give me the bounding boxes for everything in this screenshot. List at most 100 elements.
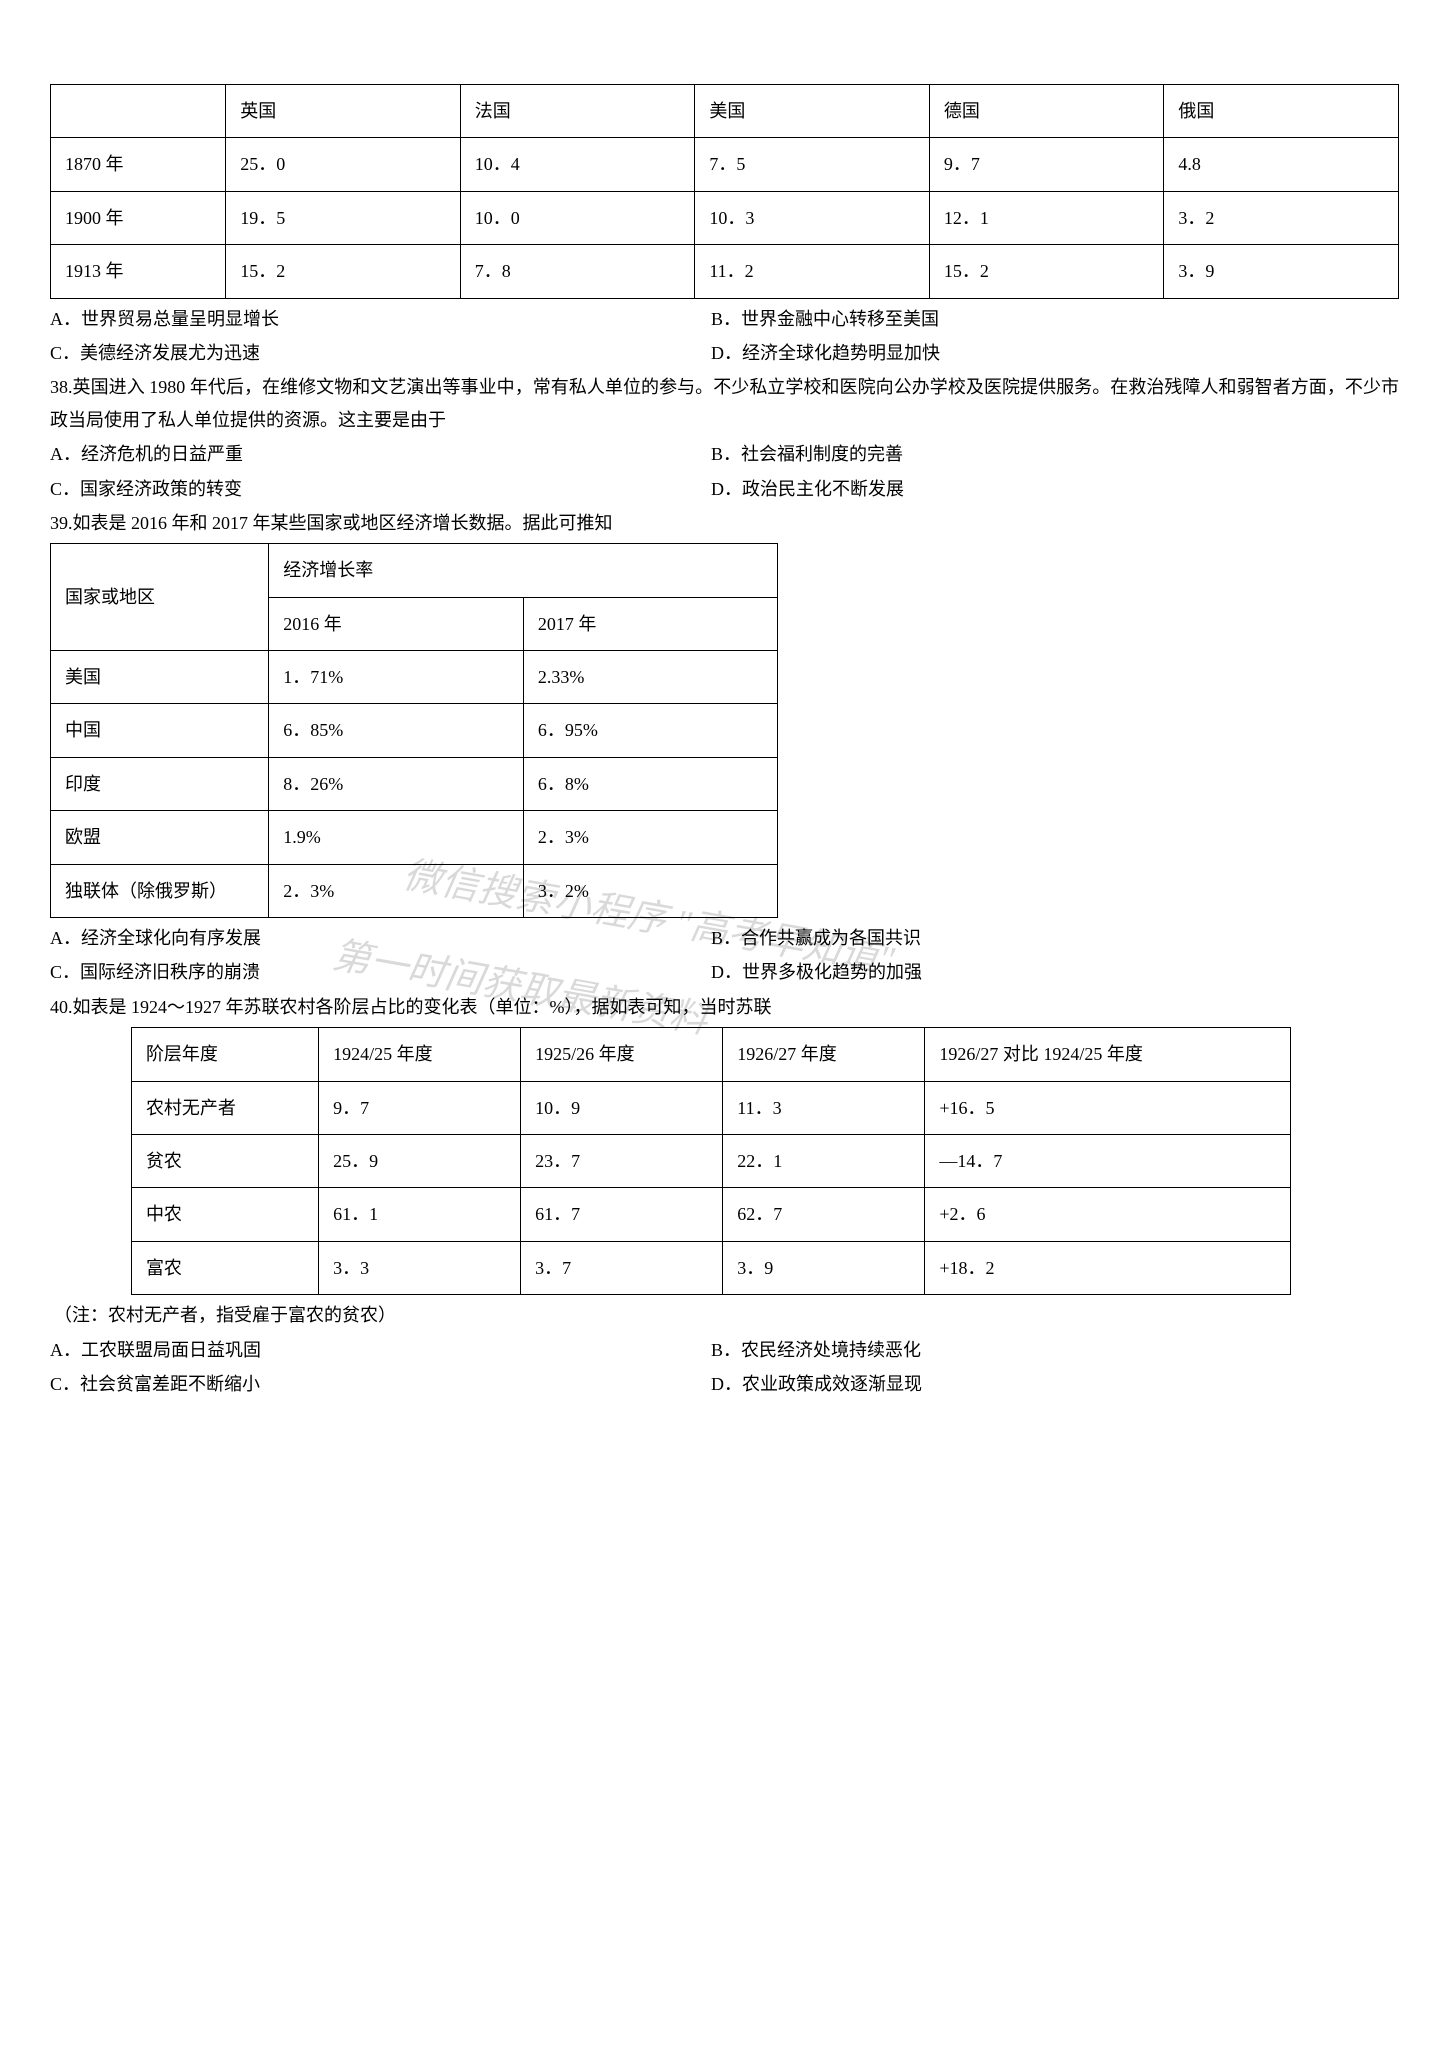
table-cell: 2.33% [523,651,778,704]
table-cell: 10．9 [521,1081,723,1134]
table-cell: 德国 [929,85,1164,138]
table-row: 印度 8．26% 6．8% [51,757,778,810]
q38-options-row-2: C．国家经济政策的转变 D．政治民主化不断发展 [50,473,1399,505]
table-cell: 美国 [695,85,930,138]
table-cell: 1900 年 [51,191,226,244]
option-a: A．经济危机的日益严重 [50,438,711,470]
q39-stem: 39.如表是 2016 年和 2017 年某些国家或地区经济增长数据。据此可推知 [50,507,1399,539]
table-cell: 3．3 [319,1241,521,1294]
table-cell: 22．1 [723,1134,925,1187]
table-cell: 农村无产者 [131,1081,318,1134]
table-cell: —14．7 [925,1134,1291,1187]
table-cell: 2．3% [269,864,524,917]
table-cell: 25．0 [226,138,461,191]
table-cell: 25．9 [319,1134,521,1187]
table-row: 富农 3．3 3．7 3．9 +18．2 [131,1241,1290,1294]
option-d: D．经济全球化趋势明显加快 [711,337,1399,369]
option-c: C．美德经济发展尤为迅速 [50,337,711,369]
option-b: B．社会福利制度的完善 [711,438,1399,470]
q40-options-row-2: C．社会贫富差距不断缩小 D．农业政策成效逐渐显现 [50,1368,1399,1400]
table-cell: +18．2 [925,1241,1291,1294]
table-cell: 9．7 [929,138,1164,191]
table-cell: 英国 [226,85,461,138]
table-cell: 富农 [131,1241,318,1294]
table-cell: 俄国 [1164,85,1399,138]
table-cell: 国家或地区 [51,544,269,651]
table-cell: 7．5 [695,138,930,191]
option-c: C．社会贫富差距不断缩小 [50,1368,711,1400]
table-cell: 1925/26 年度 [521,1028,723,1081]
table-cell: 1926/27 对比 1924/25 年度 [925,1028,1291,1081]
q39-table: 国家或地区 经济增长率 2016 年 2017 年 美国 1．71% 2.33%… [50,543,778,918]
option-a: A．世界贸易总量呈明显增长 [50,303,711,335]
table-cell: 61．7 [521,1188,723,1241]
table-cell: 独联体（除俄罗斯） [51,864,269,917]
table-cell: 3．2% [523,864,778,917]
option-b: B．合作共赢成为各国共识 [711,922,1399,954]
option-a: A．经济全球化向有序发展 [50,922,711,954]
option-d: D．农业政策成效逐渐显现 [711,1368,1399,1400]
table-cell: 中国 [51,704,269,757]
q37-options-row-2: C．美德经济发展尤为迅速 D．经济全球化趋势明显加快 [50,337,1399,369]
table-row: 中国 6．85% 6．95% [51,704,778,757]
table-cell: 1913 年 [51,245,226,298]
table-row: 美国 1．71% 2.33% [51,651,778,704]
table-cell [51,85,226,138]
table-cell: +16．5 [925,1081,1291,1134]
option-c: C．国际经济旧秩序的崩溃 [50,956,711,988]
table-cell: 1924/25 年度 [319,1028,521,1081]
table-cell: 12．1 [929,191,1164,244]
option-b: B．世界金融中心转移至美国 [711,303,1399,335]
table-cell: 11．3 [723,1081,925,1134]
q40-note: （注：农村无产者，指受雇于富农的贫农） [54,1299,1399,1331]
table-cell: 1926/27 年度 [723,1028,925,1081]
table-cell: 62．7 [723,1188,925,1241]
table-cell: 23．7 [521,1134,723,1187]
table-row: 1900 年 19．5 10．0 10．3 12．1 3．2 [51,191,1399,244]
table-row: 1913 年 15．2 7．8 11．2 15．2 3．9 [51,245,1399,298]
option-d: D．世界多极化趋势的加强 [711,956,1399,988]
table-row: 欧盟 1.9% 2．3% [51,811,778,864]
table-cell: 2016 年 [269,597,524,650]
table-cell: 美国 [51,651,269,704]
option-b: B．农民经济处境持续恶化 [711,1334,1399,1366]
q37-table: 英国 法国 美国 德国 俄国 1870 年 25．0 10．4 7．5 9．7 … [50,84,1399,299]
table-cell: 阶层年度 [131,1028,318,1081]
table-cell: 61．1 [319,1188,521,1241]
table-cell: 6．8% [523,757,778,810]
option-c: C．国家经济政策的转变 [50,473,711,505]
table-cell: 9．7 [319,1081,521,1134]
q40-options-row-1: A．工农联盟局面日益巩固 B．农民经济处境持续恶化 [50,1334,1399,1366]
table-row: 中农 61．1 61．7 62．7 +2．6 [131,1188,1290,1241]
table-row: 阶层年度 1924/25 年度 1925/26 年度 1926/27 年度 19… [131,1028,1290,1081]
option-a: A．工农联盟局面日益巩固 [50,1334,711,1366]
table-cell: 10．4 [460,138,695,191]
q39-options-row-2: C．国际经济旧秩序的崩溃 D．世界多极化趋势的加强 [50,956,1399,988]
table-cell: 2．3% [523,811,778,864]
table-cell: 1870 年 [51,138,226,191]
table-cell: 19．5 [226,191,461,244]
table-cell: 贫农 [131,1134,318,1187]
table-cell: 10．3 [695,191,930,244]
option-d: D．政治民主化不断发展 [711,473,1399,505]
table-cell: +2．6 [925,1188,1291,1241]
table-cell: 3．7 [521,1241,723,1294]
table-row: 1870 年 25．0 10．4 7．5 9．7 4.8 [51,138,1399,191]
table-cell: 法国 [460,85,695,138]
table-cell: 4.8 [1164,138,1399,191]
table-row: 贫农 25．9 23．7 22．1 —14．7 [131,1134,1290,1187]
table-cell: 经济增长率 [269,544,778,597]
table-cell: 6．85% [269,704,524,757]
table-cell: 7．8 [460,245,695,298]
table-cell: 3．9 [1164,245,1399,298]
table-cell: 8．26% [269,757,524,810]
table-cell: 欧盟 [51,811,269,864]
table-cell: 1.9% [269,811,524,864]
table-cell: 3．9 [723,1241,925,1294]
table-row: 英国 法国 美国 德国 俄国 [51,85,1399,138]
q40-stem: 40.如表是 1924～1927 年苏联农村各阶层占比的变化表（单位：%），据如… [50,991,1399,1023]
q40-table: 阶层年度 1924/25 年度 1925/26 年度 1926/27 年度 19… [131,1027,1291,1295]
q38-stem: 38.英国进入 1980 年代后，在维修文物和文艺演出等事业中，常有私人单位的参… [50,371,1399,436]
table-cell: 15．2 [929,245,1164,298]
table-row: 独联体（除俄罗斯） 2．3% 3．2% [51,864,778,917]
